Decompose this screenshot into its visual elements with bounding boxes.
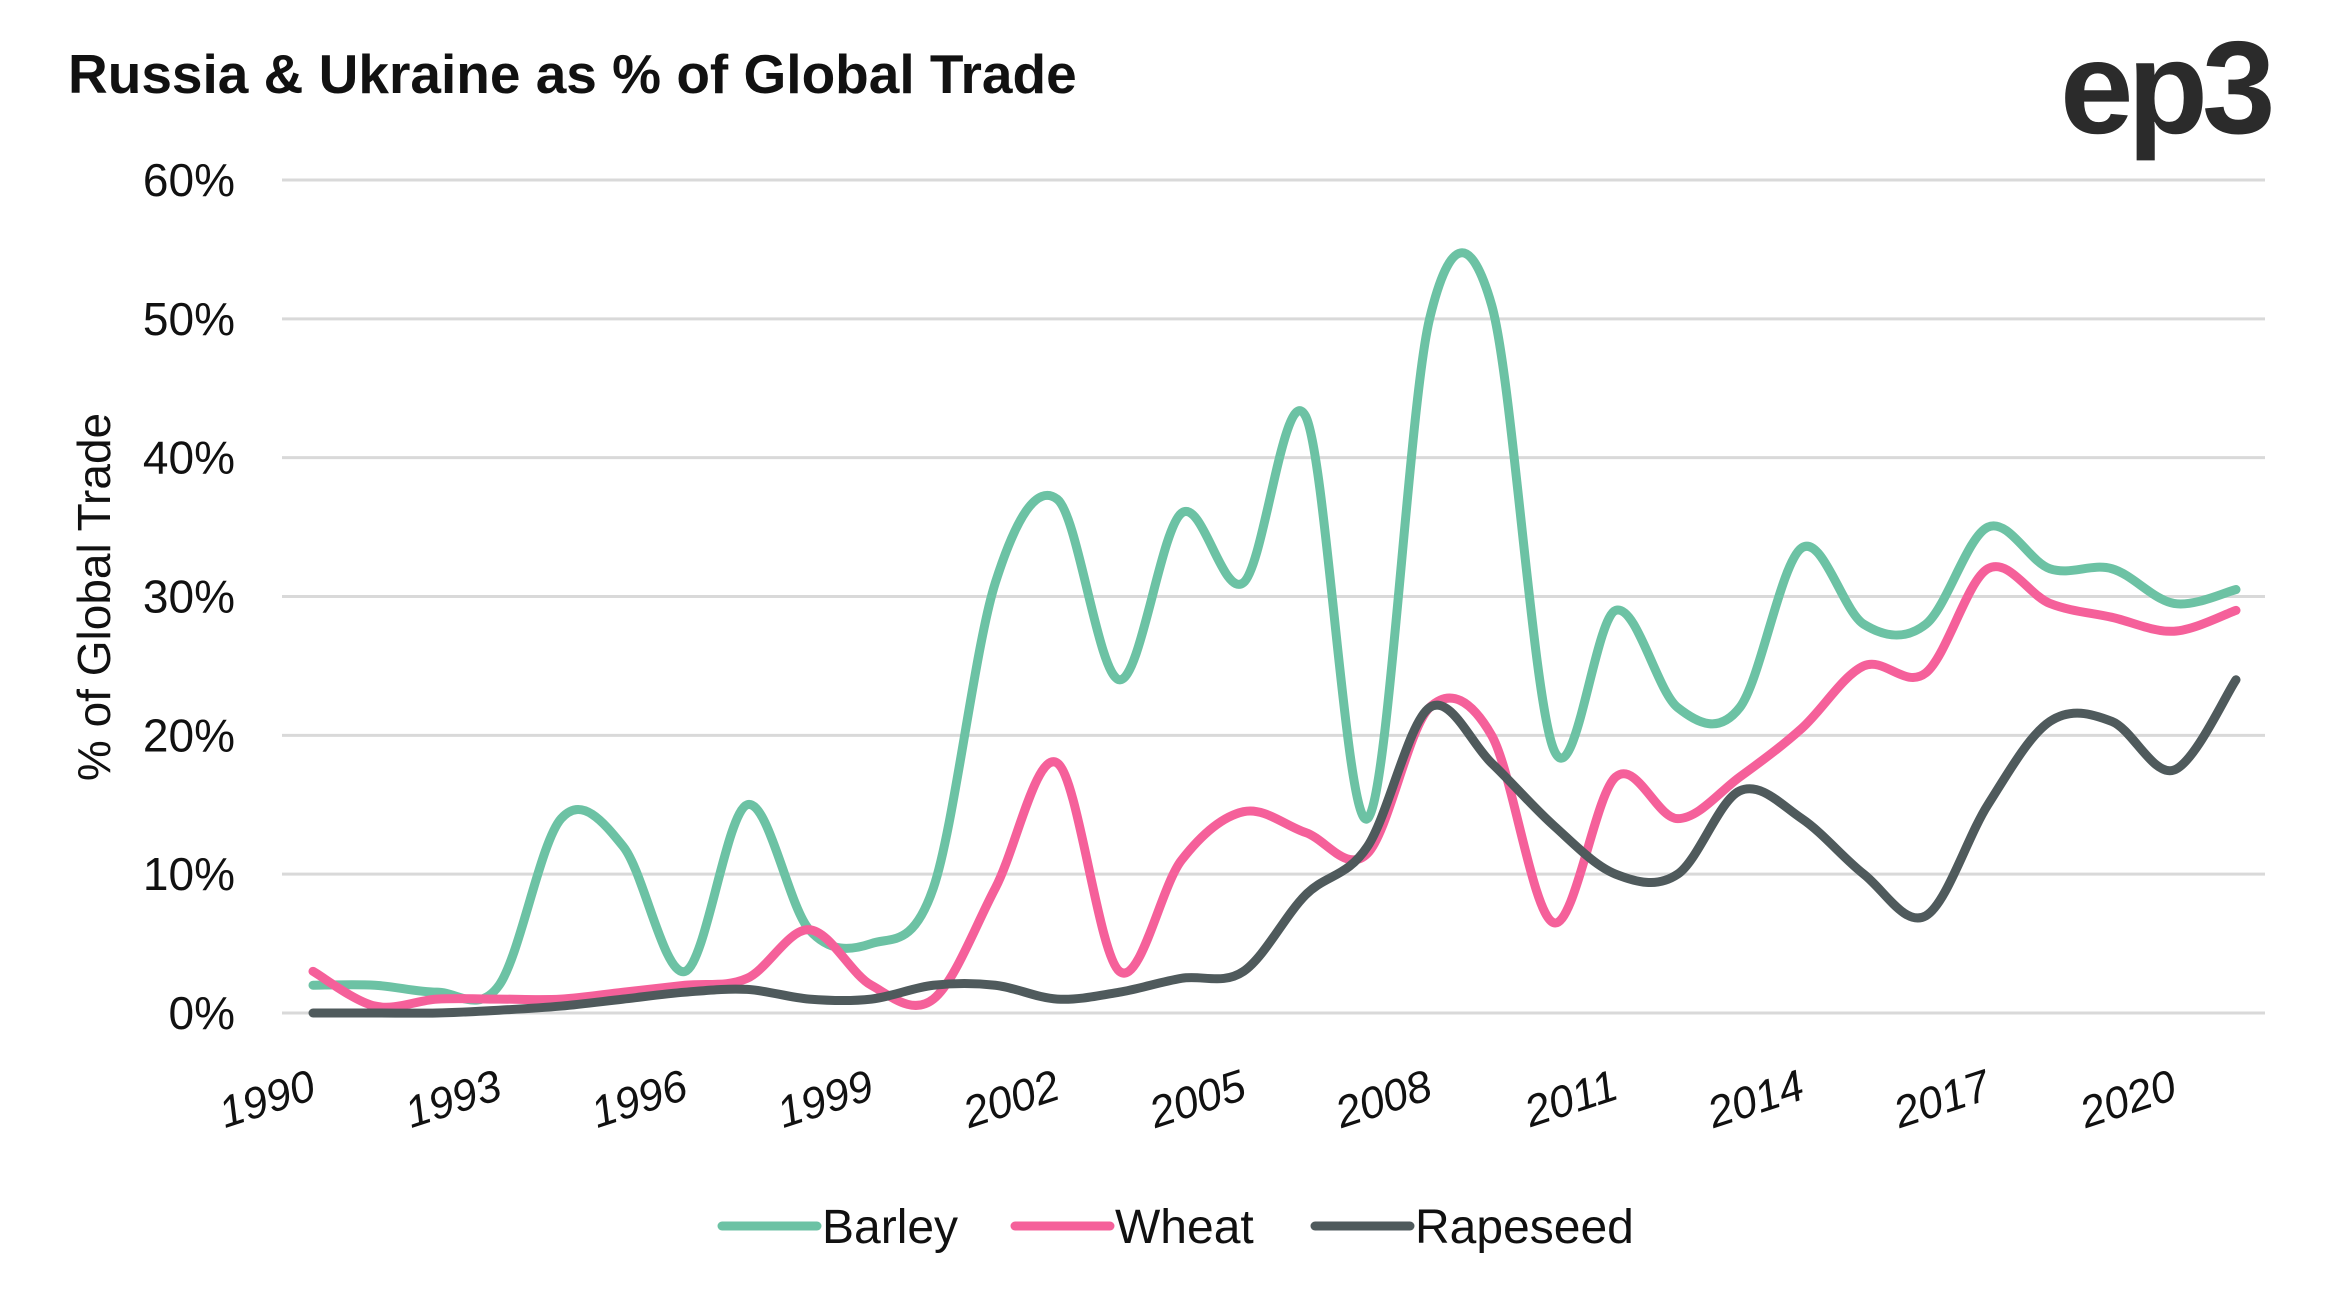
x-tick-label: 2020 bbox=[2073, 1061, 2183, 1138]
y-tick-label: 50% bbox=[143, 293, 235, 345]
chart-title: Russia & Ukraine as % of Global Trade bbox=[68, 43, 1077, 105]
y-tick-label: 30% bbox=[143, 571, 235, 623]
series-line-wheat bbox=[308, 562, 2241, 1012]
series-lines bbox=[308, 248, 2241, 1018]
x-tick-label: 1999 bbox=[771, 1061, 879, 1138]
y-tick-label: 10% bbox=[143, 848, 235, 900]
y-axis-label: % of Global Trade bbox=[68, 413, 120, 781]
x-axis-ticks: 1990 1993 1996 1999 2002 2005 2008 2011 2014 2017… bbox=[213, 1060, 2183, 1138]
y-tick-label: 20% bbox=[143, 709, 235, 761]
series-line-barley bbox=[308, 248, 2241, 1005]
y-tick-label: 60% bbox=[143, 154, 235, 206]
x-tick-label: 2008 bbox=[1328, 1061, 1438, 1138]
y-tick-label: 40% bbox=[143, 432, 235, 484]
x-tick-label: 1990 bbox=[213, 1061, 322, 1138]
x-tick-label: 1996 bbox=[585, 1061, 694, 1138]
legend-label-barley: Barley bbox=[822, 1201, 958, 1254]
ep3-logo: ep3 bbox=[2060, 14, 2275, 161]
y-tick-label: 0% bbox=[169, 987, 235, 1039]
x-tick-label: 2005 bbox=[1142, 1061, 1252, 1138]
x-tick-label: 2002 bbox=[956, 1061, 1065, 1138]
series-line-rapeseed bbox=[308, 675, 2241, 1018]
y-axis-ticks: 0% 10% 20% 30% 40% 50% 60% bbox=[143, 154, 235, 1039]
x-tick-label: 2011 bbox=[1518, 1061, 1624, 1137]
legend-label-rapeseed: Rapeseed bbox=[1415, 1201, 1634, 1254]
legend: Barley Wheat Rapeseed bbox=[717, 1201, 1634, 1254]
x-tick-label: 2014 bbox=[1701, 1061, 1810, 1138]
gridlines bbox=[282, 178, 2265, 1015]
x-tick-label: 1993 bbox=[399, 1061, 508, 1138]
legend-label-wheat: Wheat bbox=[1115, 1201, 1254, 1254]
x-tick-label: 2017 bbox=[1887, 1060, 1998, 1138]
